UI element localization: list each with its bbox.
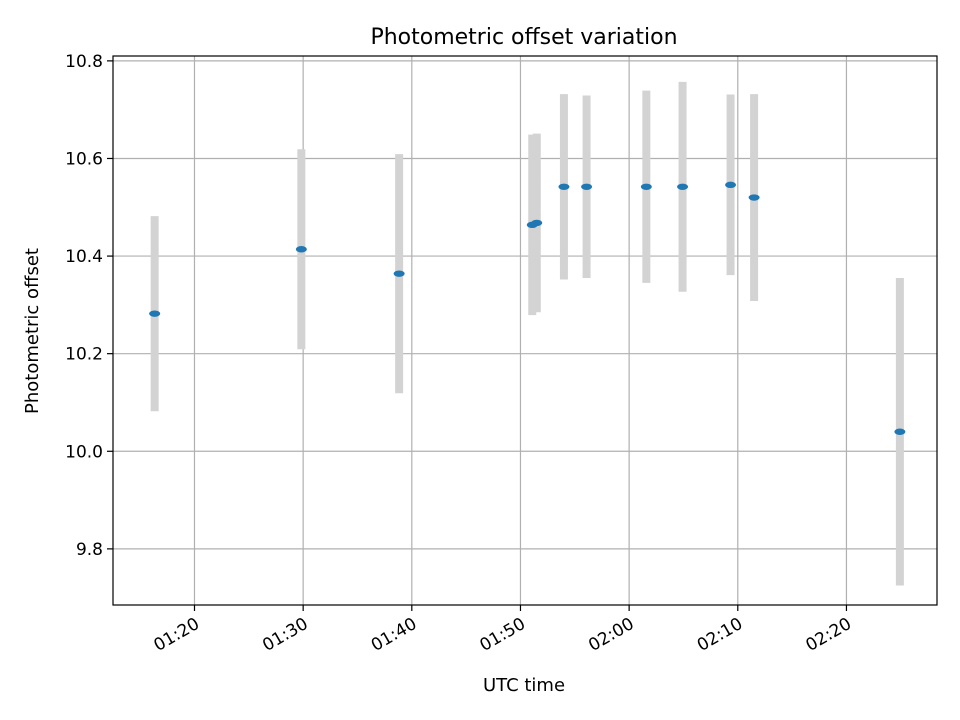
x-tick-label: 02:20	[803, 614, 855, 656]
data-point	[149, 310, 161, 317]
x-tick-label: 02:00	[585, 614, 637, 656]
x-axis-ticks: 01:20 01:30 01:40 01:50 02:00 02:10 02:20	[151, 605, 855, 656]
data-point	[393, 270, 405, 277]
data-points	[149, 181, 906, 435]
data-point	[725, 181, 737, 189]
y-tick-label: 10.2	[65, 345, 103, 365]
y-tick-label: 9.8	[76, 540, 103, 560]
x-tick-label: 01:40	[368, 614, 420, 656]
data-point	[531, 219, 543, 227]
data-point	[581, 183, 593, 190]
y-tick-label: 10.8	[65, 52, 103, 72]
x-axis-label: UTC time	[483, 675, 565, 696]
x-tick-label: 01:20	[151, 614, 203, 656]
grid	[113, 56, 937, 605]
data-point	[748, 194, 760, 201]
y-tick-label: 10.0	[65, 442, 103, 462]
plot-frame	[112, 55, 938, 606]
x-tick-label: 02:10	[694, 614, 746, 656]
data-point	[295, 246, 307, 253]
y-axis-ticks: 9.8 10.0 10.2 10.4 10.6 10.8	[65, 52, 113, 560]
error-bars	[150, 81, 904, 586]
y-tick-label: 10.4	[65, 247, 103, 267]
y-axis-label: Photometric offset	[22, 248, 43, 414]
data-point	[677, 183, 689, 190]
data-point	[640, 183, 652, 190]
data-point	[894, 428, 906, 435]
y-tick-label: 10.6	[65, 149, 103, 169]
chart-title: Photometric offset variation	[370, 25, 677, 50]
data-point	[558, 183, 570, 190]
x-tick-label: 01:30	[259, 614, 311, 656]
x-tick-label: 01:50	[477, 614, 529, 656]
